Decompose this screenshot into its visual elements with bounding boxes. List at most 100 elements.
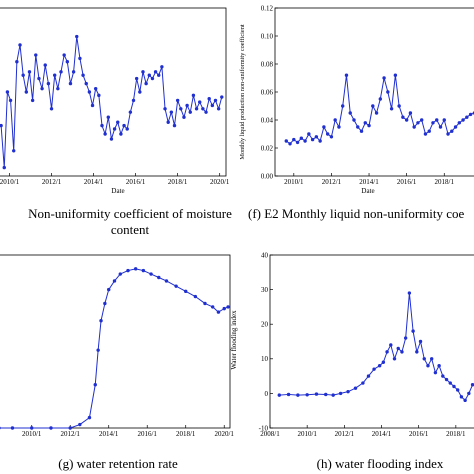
panel-f-data-point bbox=[431, 121, 435, 125]
panel-e-data-point bbox=[27, 70, 32, 74]
panel-h-frame bbox=[269, 254, 474, 429]
panel-e-data-point bbox=[141, 70, 145, 74]
panel-f-data-point bbox=[468, 112, 473, 117]
panel-e-data-point bbox=[100, 123, 104, 128]
panel-f-ytick-label: 0.04 bbox=[261, 116, 274, 124]
panel-e-data-point bbox=[207, 97, 211, 101]
panel-e-data-point bbox=[194, 107, 199, 111]
panel-e-data-point bbox=[5, 90, 10, 94]
panel-h-data-point bbox=[470, 383, 474, 387]
panel-e-data-point bbox=[87, 90, 92, 94]
panel-g-data-point bbox=[193, 294, 198, 299]
panel-g-data-point bbox=[174, 284, 178, 288]
panel-f-data-point bbox=[378, 97, 383, 101]
panel-e-data-point bbox=[81, 73, 85, 77]
panel-f-data-point bbox=[393, 73, 398, 77]
panel-e-data-point bbox=[175, 98, 180, 103]
panel-f-data-point bbox=[359, 129, 364, 133]
panel-f-data-point bbox=[461, 118, 465, 122]
panel-f-data-point bbox=[341, 104, 345, 108]
panel-f-data-point bbox=[295, 140, 300, 145]
panel-g-data-point bbox=[103, 301, 107, 306]
panel-h-water-flooding: Water flooding index (h) water flooding … bbox=[230, 251, 474, 471]
panel-e-data-point bbox=[56, 86, 60, 91]
panel-e-xtick-label: 2010/1 bbox=[0, 178, 20, 186]
panel-e-xtick-label: 2018/1 bbox=[168, 178, 188, 186]
panel-f-data-point bbox=[423, 132, 428, 136]
panel-h-data-point bbox=[459, 395, 464, 399]
panel-e-data-point bbox=[24, 90, 29, 94]
panel-f-data-point bbox=[389, 107, 394, 111]
panel-f-liquid-nonuniformity: Date Monthly liquid production non-unifo… bbox=[239, 4, 474, 221]
panel-g-data-point bbox=[141, 268, 146, 273]
panel-h-ytick-label: 20 bbox=[261, 321, 269, 329]
panel-h-data-point bbox=[277, 393, 281, 397]
panel-e-data-point bbox=[46, 81, 51, 86]
panel-h-data-point bbox=[448, 381, 452, 385]
panel-f-data-point bbox=[442, 118, 446, 122]
panel-g-water-retention: (g) water retention rate 2010/1 2012/1 201… bbox=[0, 254, 234, 471]
panel-e-data-point bbox=[18, 43, 22, 47]
panel-h-ytick-label: -10 bbox=[259, 424, 269, 432]
panel-g-data-point bbox=[126, 268, 130, 273]
panel-f-xtick-label: 2016/1 bbox=[397, 178, 417, 186]
panel-e-data-point bbox=[52, 73, 57, 77]
panel-e-data-point bbox=[97, 93, 101, 98]
panel-h-xtick-label: 2016/1 bbox=[409, 430, 429, 438]
panel-e-data-point bbox=[59, 70, 63, 74]
panel-e-data-point bbox=[138, 90, 142, 94]
panel-h-data-point bbox=[429, 357, 434, 361]
panel-e-data-point bbox=[122, 123, 126, 128]
panel-g-caption: (g) water retention rate bbox=[58, 456, 178, 471]
panel-e-moisture-nonuniformity: Date Non-uniformity coefficient of moist… bbox=[0, 7, 232, 237]
panel-h-xtick-label: 2012/1 bbox=[335, 430, 355, 438]
panel-h-ytick-label: 30 bbox=[261, 286, 269, 294]
panel-f-data-point bbox=[465, 115, 469, 119]
panel-h-data-point bbox=[353, 386, 358, 390]
panel-h-data-point bbox=[433, 370, 438, 375]
panel-g-series-line bbox=[0, 268, 229, 429]
panel-e-data-point bbox=[169, 110, 174, 114]
panel-g-data-point bbox=[99, 319, 103, 323]
panel-f-ylabel: Monthly liquid production non-uniformity… bbox=[239, 24, 246, 159]
panel-f-xlabel: Date bbox=[361, 187, 374, 195]
panel-g-data-point bbox=[184, 289, 188, 294]
panel-g-data-point bbox=[107, 287, 111, 292]
panel-e-data-point bbox=[157, 73, 161, 77]
panel-e-data-point bbox=[30, 98, 35, 103]
panel-h-data-point bbox=[467, 391, 471, 396]
panel-g-xtick-label: 2016/1 bbox=[137, 430, 157, 438]
panel-e-data-point bbox=[0, 123, 3, 128]
panel-h-data-point bbox=[381, 360, 386, 364]
panel-f-data-point bbox=[416, 121, 420, 125]
panel-e-data-point bbox=[84, 81, 88, 86]
panel-e-data-point bbox=[188, 110, 192, 114]
panel-h-ytick-label: 40 bbox=[261, 251, 269, 259]
panel-f-data-point bbox=[356, 125, 360, 129]
panel-e-data-point bbox=[153, 70, 158, 74]
panel-h-data-point bbox=[372, 367, 376, 371]
panel-h-data-point bbox=[346, 389, 350, 394]
panel-g-data-point bbox=[0, 426, 1, 430]
panel-f-data-point bbox=[318, 139, 322, 143]
panel-e-data-point bbox=[144, 81, 148, 86]
panel-g-data-point bbox=[149, 272, 153, 276]
panel-g-data-point bbox=[210, 305, 215, 309]
panel-g-xtick-label: 2020/1 bbox=[214, 430, 234, 438]
panel-e-data-point bbox=[213, 98, 218, 103]
panel-e-data-point bbox=[191, 93, 196, 98]
panel-h-ylabel: Water flooding index bbox=[230, 310, 238, 370]
panel-e-data-point bbox=[131, 98, 136, 103]
panel-e-data-point bbox=[8, 98, 13, 103]
panel-e-data-point bbox=[40, 86, 44, 91]
panel-h-series-line bbox=[279, 292, 474, 401]
panel-e-data-point bbox=[62, 53, 66, 57]
panel-f-data-point bbox=[299, 136, 304, 140]
panel-g-xtick-label: 2018/1 bbox=[176, 430, 196, 438]
panel-g-data-point bbox=[96, 348, 100, 352]
panel-h-data-point bbox=[444, 377, 449, 382]
panel-h-data-point bbox=[455, 388, 460, 392]
panel-g-xtick-label: 2012/1 bbox=[60, 430, 80, 438]
panel-h-data-point bbox=[392, 357, 397, 361]
panel-h-data-point bbox=[441, 374, 445, 378]
